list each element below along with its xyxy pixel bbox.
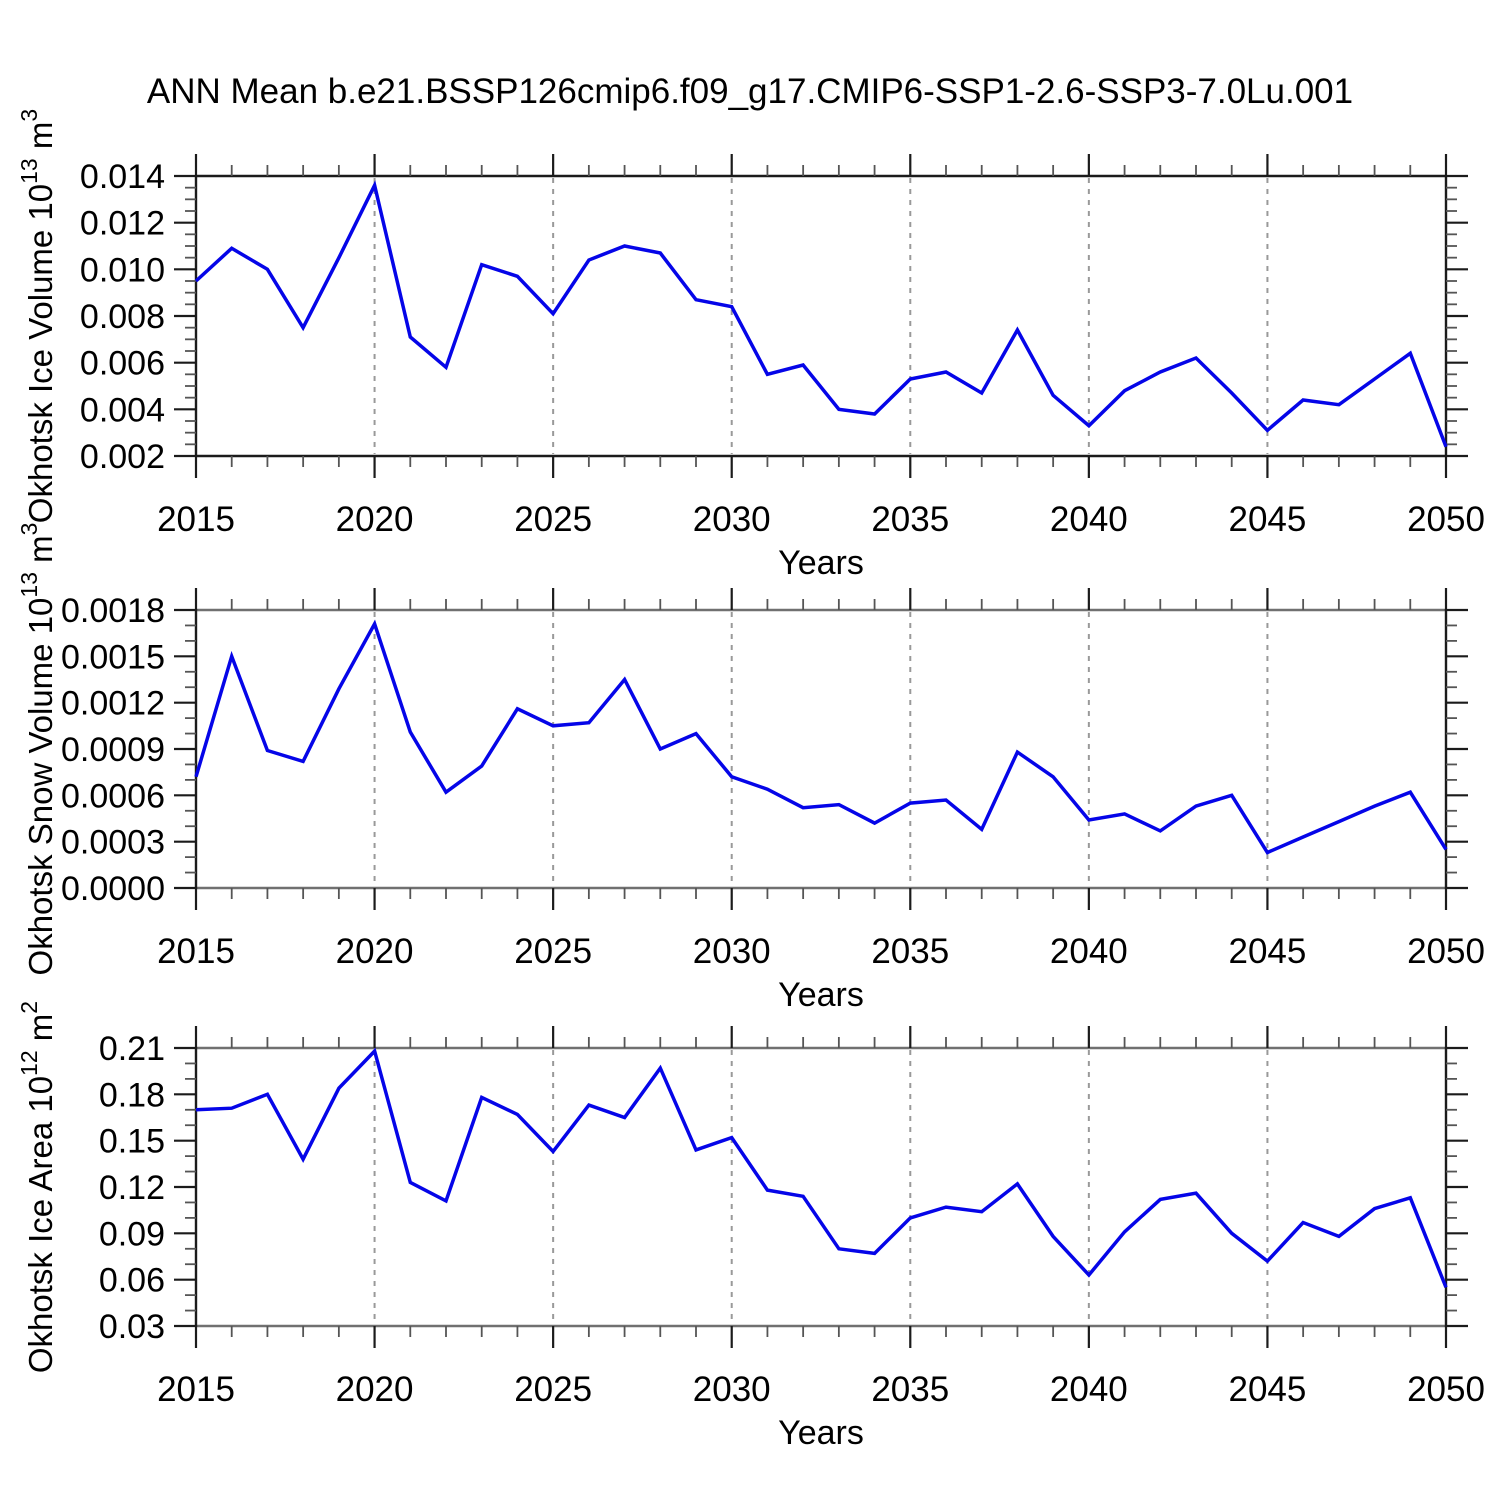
x-tick-label-2050: 2050 <box>1407 500 1485 539</box>
x-tick-label-2025: 2025 <box>514 932 592 971</box>
x-tick-label-2040: 2040 <box>1050 932 1128 971</box>
x-tick-label-2015: 2015 <box>157 1370 235 1409</box>
okhotsk-snow-volume-gridlines <box>373 612 1269 886</box>
y-tick-label-0.002: 0.002 <box>80 438 165 476</box>
y-tick-label-0.006: 0.006 <box>80 345 165 383</box>
y-tick-label-0.03: 0.03 <box>99 1308 165 1346</box>
y-tick-label-0.06: 0.06 <box>99 1262 165 1300</box>
x-tick-label-2035: 2035 <box>871 932 949 971</box>
x-tick-label-2030: 2030 <box>693 1370 771 1409</box>
x-tick-label-2020: 2020 <box>336 932 414 971</box>
page-title: ANN Mean b.e21.BSSP126cmip6.f09_g17.CMIP… <box>146 72 1354 111</box>
y-tick-label-0.014: 0.014 <box>80 158 165 196</box>
okhotsk-ice-volume-y-ticks <box>174 174 1468 458</box>
y-tick-label-0.0012: 0.0012 <box>61 685 165 723</box>
y-tick-label-0.0006: 0.0006 <box>61 777 165 815</box>
x-tick-label-2050: 2050 <box>1407 932 1485 971</box>
okhotsk-snow-volume-x-axis-title: Years <box>778 976 864 1014</box>
x-tick-label-2020: 2020 <box>336 500 414 539</box>
y-tick-label-0.0015: 0.0015 <box>61 638 165 676</box>
okhotsk-ice-volume-x-axis-title: Years <box>778 544 864 582</box>
okhotsk-ice-area-x-tick-labels: 2015 2020 2025 2030 2035 2040 2045 2050 <box>157 1370 1485 1409</box>
x-tick-label-2035: 2035 <box>871 500 949 539</box>
x-tick-label-2025: 2025 <box>514 1370 592 1409</box>
y-tick-label-0.0003: 0.0003 <box>61 824 165 862</box>
okhotsk-ice-area-gridlines <box>373 1050 1269 1324</box>
okhotsk-ice-area-y-ticks <box>174 1046 1468 1328</box>
okhotsk-ice-volume-x-ticks <box>194 154 1448 478</box>
okhotsk-snow-volume-y-tick-labels: 0.0000 0.0003 0.0006 0.0009 0.0012 0.0015 0.00… <box>61 592 165 908</box>
y-tick-label-0.21: 0.21 <box>99 1030 165 1068</box>
y-tick-label-0.008: 0.008 <box>80 298 165 336</box>
panel-okhotsk-ice-volume: 2015 2020 2025 2030 2035 2040 2045 20500.0020.0… <box>16 109 1485 582</box>
okhotsk-ice-area-y-axis-title: Okhotsk Ice Area 1012 m2 <box>16 1001 59 1373</box>
y-tick-label-0.004: 0.004 <box>80 391 165 429</box>
okhotsk-snow-volume-x-ticks <box>194 588 1448 910</box>
okhotsk-ice-volume-y-axis-title: Okhotsk Ice Volume 1013 m3 <box>16 109 59 523</box>
okhotsk-ice-volume-y-tick-labels: 0.002 0.004 0.006 0.008 0.010 0.012 0.014 <box>80 158 165 476</box>
x-tick-label-2025: 2025 <box>514 500 592 539</box>
panel-okhotsk-ice-area: 2015 2020 2025 2030 2035 2040 2045 2050 0.03 0.06… <box>16 1001 1485 1452</box>
okhotsk-snow-volume-x-tick-labels: 2015 2020 2025 2030 2035 2040 2045 2050 <box>157 932 1485 971</box>
y-tick-label-0.012: 0.012 <box>80 205 165 243</box>
y-tick-label-0.0000: 0.0000 <box>61 870 165 908</box>
panel-okhotsk-snow-volume: 2015 2020 2025 2030 2035 2040 2045 20500.00000.… <box>16 523 1485 1014</box>
x-tick-label-2050: 2050 <box>1407 1370 1485 1409</box>
x-tick-label-2045: 2045 <box>1228 1370 1306 1409</box>
x-tick-label-2040: 2040 <box>1050 500 1128 539</box>
okhotsk-snow-volume-y-ticks <box>174 608 1468 890</box>
x-tick-label-2040: 2040 <box>1050 1370 1128 1409</box>
y-tick-label-0.12: 0.12 <box>99 1169 165 1207</box>
okhotsk-ice-volume-gridlines <box>373 178 1269 454</box>
y-tick-label-0.0018: 0.0018 <box>61 592 165 630</box>
okhotsk-ice-area-data-line <box>195 1047 1448 1289</box>
y-tick-label-0.0009: 0.0009 <box>61 731 165 769</box>
okhotsk-ice-area-x-axis-title: Years <box>778 1414 864 1452</box>
y-tick-label-0.09: 0.09 <box>99 1215 165 1253</box>
okhotsk-ice-volume-data-line <box>194 180 1448 448</box>
x-tick-label-2045: 2045 <box>1228 500 1306 539</box>
okhotsk-ice-area-y-tick-labels: 0.03 0.06 0.09 0.12 0.15 0.18 0.21 <box>99 1030 165 1346</box>
x-tick-label-2020: 2020 <box>336 1370 414 1409</box>
x-tick-label-2015: 2015 <box>157 932 235 971</box>
x-tick-label-2045: 2045 <box>1228 932 1306 971</box>
x-tick-label-2030: 2030 <box>693 932 771 971</box>
y-tick-label-0.18: 0.18 <box>99 1076 165 1114</box>
y-tick-label-0.010: 0.010 <box>80 251 165 289</box>
x-tick-label-2015: 2015 <box>157 500 235 539</box>
okhotsk-ice-area-x-ticks <box>194 1026 1448 1348</box>
okhotsk-snow-volume-data-line <box>194 619 1448 855</box>
x-tick-label-2030: 2030 <box>693 500 771 539</box>
y-tick-label-0.15: 0.15 <box>99 1123 165 1161</box>
okhotsk-ice-volume-x-tick-labels: 2015 2020 2025 2030 2035 2040 2045 2050 <box>157 500 1485 539</box>
x-tick-label-2035: 2035 <box>871 1370 949 1409</box>
okhotsk-snow-volume-y-axis-title: Okhotsk Snow Volume 1013 m3 <box>16 523 59 976</box>
